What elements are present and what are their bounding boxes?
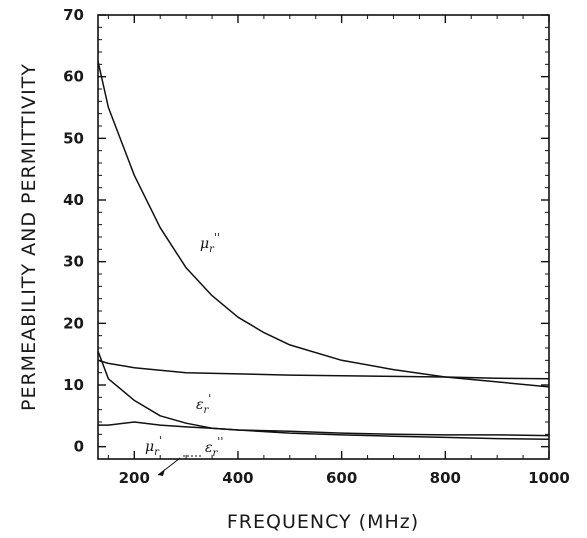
label-eps-prime: εr' [196,392,211,416]
series-line-eps-double-prime [98,421,550,437]
x-tick-label: 400 [222,469,253,487]
series-line-eps-prime [97,359,550,380]
y-tick-label: 30 [63,253,84,271]
x-tick-label: 200 [119,469,150,487]
label-eps-double-prime: εr'' [205,435,223,459]
label-mu-double-prime: μr'' [200,231,220,255]
series-lines [97,61,550,441]
y-axis-title: PERMEABILITY AND PERMITTIVITY [18,63,40,411]
label-mu-prime: μr' [145,434,162,458]
x-tick-label: 600 [326,469,357,487]
series-line-mu-double-prime [97,61,550,388]
y-axis-tick-labels: 0 10 20 30 40 50 60 70 [63,6,84,456]
y-tick-label: 60 [63,68,84,86]
y-axis-ticks [98,14,549,448]
x-tick-label: 1000 [528,469,570,487]
y-tick-label: 50 [63,129,84,147]
y-tick-label: 20 [63,314,84,332]
y-tick-label: 40 [63,191,84,209]
x-axis-ticks [107,15,550,459]
y-tick-label: 0 [74,438,84,456]
x-axis-tick-labels: 200 400 600 800 1000 [119,469,570,487]
pointer-arrowhead [158,469,165,476]
x-tick-label: 800 [430,469,461,487]
y-tick-label: 10 [63,376,84,394]
x-axis-title: FREQUENCY (MHz) [227,511,419,533]
y-tick-label: 70 [63,6,84,24]
